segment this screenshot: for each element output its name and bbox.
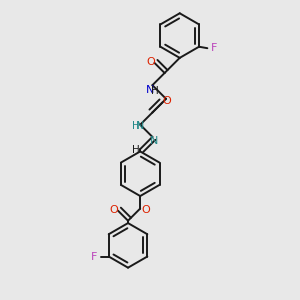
Text: O: O (162, 96, 171, 106)
Text: O: O (146, 57, 155, 67)
Text: N: N (136, 121, 144, 131)
Text: H: H (132, 121, 140, 131)
Text: F: F (91, 251, 97, 262)
Text: O: O (141, 205, 150, 215)
Text: O: O (110, 205, 118, 215)
Text: H: H (151, 86, 159, 96)
Text: N: N (150, 136, 158, 146)
Text: N: N (146, 85, 154, 94)
Text: H: H (132, 145, 139, 155)
Text: F: F (211, 43, 217, 53)
